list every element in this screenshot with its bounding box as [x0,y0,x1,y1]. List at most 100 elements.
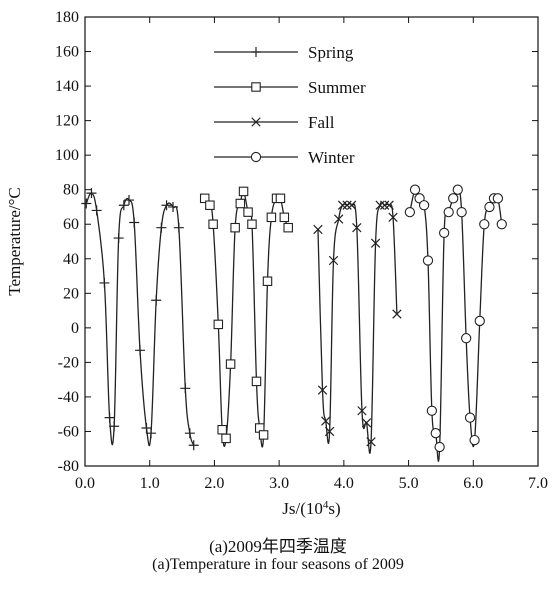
data-point [279,212,290,223]
data-point [422,255,434,266]
y-tick-label: -60 [58,423,79,440]
series-line [317,201,398,454]
data-point [266,212,277,223]
x-tick-label: 4.0 [334,475,354,492]
data-point [213,319,224,330]
legend: Spring Summer Fall Winter [214,43,366,167]
data-point [238,186,249,197]
x-tick-label: 6.0 [463,475,483,492]
data-point [104,412,115,423]
data-point [456,206,467,218]
series-line [409,188,503,462]
data-point [418,200,430,211]
data-point [375,200,385,210]
y-tick-label: 40 [63,251,79,268]
y-tick-label: -20 [58,354,79,371]
data-point [443,206,454,218]
data-point [352,223,362,233]
y-tick-label: 160 [55,44,79,61]
x-tick-label: 3.0 [269,475,289,492]
data-point [81,198,92,209]
data-point [469,434,480,446]
data-point [251,376,262,387]
data-point [208,219,218,229]
data-point [461,333,472,344]
temperature-chart: 0.0 1.0 2.0 3.0 4.0 5.0 6.0 7.0 -80 -60 -40 -20 0 20 4… [5,9,548,518]
data-point [275,193,286,204]
data-point [448,193,459,204]
data-point [146,428,157,439]
x-axis-label: Js/(104s) [282,499,340,518]
data-point [129,217,140,228]
data-point [388,212,398,222]
legend-label-spring: Spring [308,43,354,62]
data-point [328,255,339,266]
legend-marker-fall [251,117,261,127]
data-point [404,206,416,218]
plot-layer: 0.0 1.0 2.0 3.0 4.0 5.0 6.0 7.0 -80 -60 -40 -20 0 20 4… [5,9,548,518]
data-point [346,200,357,210]
data-point [258,430,269,440]
data-point [199,193,210,204]
data-point [262,276,273,286]
data-point [91,205,102,216]
data-point [324,426,335,437]
series-line [85,192,195,447]
series-spring [81,188,199,451]
data-point [334,214,344,224]
data-point [168,201,179,212]
data-point [225,359,236,369]
data-point [409,184,421,195]
data-point [474,315,485,327]
data-point [430,428,441,439]
data-point [243,207,253,217]
legend-label-fall: Fall [308,113,335,132]
data-point [173,222,184,233]
data-point [496,219,507,230]
series-fall [313,200,402,454]
data-point [439,227,450,239]
y-tick-label: 20 [63,285,79,302]
data-point [357,406,367,416]
data-point [464,412,476,423]
data-point [342,200,352,210]
y-tick-label: 100 [55,147,79,164]
y-axis-label: Temperature/°C [5,187,24,296]
data-point [235,198,246,209]
data-point [217,424,227,435]
data-point [321,416,331,426]
y-tick-label: -40 [58,389,79,406]
data-point [384,200,394,210]
y-tick-label: -80 [58,458,79,475]
y-tick-label: 60 [63,216,79,233]
series-summer [199,186,293,448]
series-winter [404,184,507,462]
data-point [180,383,191,394]
data-point [337,200,348,210]
y-tick-label: 180 [55,9,79,26]
data-point [135,345,146,356]
y-tick-label: 80 [63,182,79,199]
data-point [426,405,438,416]
plot-frame [84,16,539,467]
data-point [188,440,199,451]
data-point [313,224,323,235]
data-point [247,219,257,229]
data-point [113,233,124,244]
y-tick-label: 140 [55,78,79,95]
y-tick-label: 120 [55,113,79,130]
caption-chinese: (a)2009年四季温度 [209,537,347,556]
data-point [161,200,172,211]
data-point [434,441,445,453]
data-point [124,195,135,206]
data-point [156,222,167,233]
data-point [452,184,463,195]
data-point [109,421,120,432]
data-point [184,428,195,439]
data-point [118,200,129,211]
data-point [484,201,495,213]
legend-marker-spring [251,47,261,57]
x-tick-label: 5.0 [399,475,419,492]
data-point [221,433,231,444]
data-point [230,222,240,233]
